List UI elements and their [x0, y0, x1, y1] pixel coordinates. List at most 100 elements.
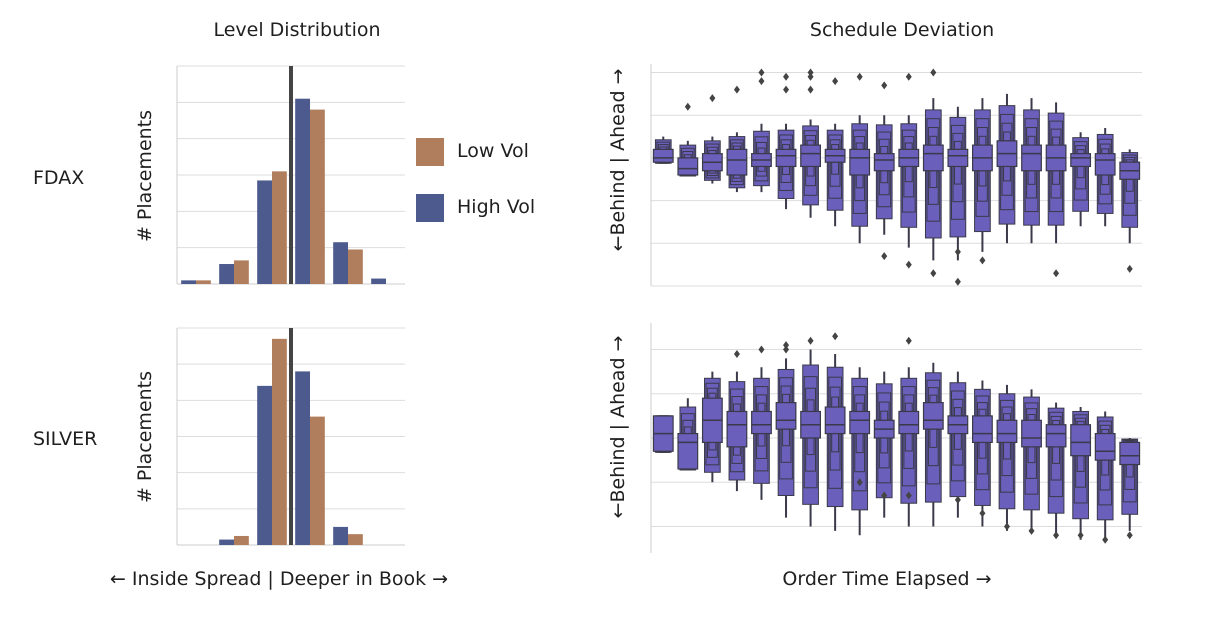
box-outlier-19-0: [1126, 264, 1133, 273]
bar-low-1: [234, 535, 249, 545]
bar-high-0: [181, 280, 196, 284]
box-upper-level-3: [732, 403, 741, 412]
box-main-16: [1045, 424, 1067, 448]
box-outlier-14-0: [1003, 522, 1010, 531]
box-main-14: [996, 419, 1018, 444]
box-main-0: [652, 148, 674, 163]
box-outlier-6-1: [807, 72, 814, 81]
box-upper-level-6: [806, 139, 815, 146]
box-outlier-8-0: [856, 72, 863, 81]
box-lower-level-17: [1076, 165, 1085, 179]
box-lower-level-19: [1125, 178, 1134, 192]
box-lower-level-17: [1076, 455, 1085, 472]
box-main-6: [800, 144, 821, 168]
box-outlier-11-0: [930, 68, 937, 77]
bar-high-2: [257, 385, 272, 545]
box-outlier-13-0: [979, 509, 986, 518]
box-lower-level-10: [904, 433, 913, 452]
box-outlier-17-0: [1077, 531, 1084, 540]
box-outlier-3-0: [733, 85, 740, 94]
box-lower-level-5: [782, 428, 790, 447]
box-main-8: [849, 410, 871, 435]
box-outlier-11-1: [930, 269, 937, 278]
box-outlier-4-1: [758, 77, 765, 86]
box-x-label: Order Time Elapsed →: [782, 568, 992, 590]
bar-high-1: [219, 539, 234, 545]
box-outlier-4-0: [758, 345, 765, 354]
row-label-fdax: FDAX: [33, 167, 85, 189]
box-upper-level-4: [757, 147, 766, 155]
box-outlier-10-0: [905, 72, 912, 81]
bar-low-2: [272, 338, 287, 545]
box-upper-level-6: [806, 399, 815, 412]
box-outlier-9-0: [881, 491, 888, 500]
box-lower-level-14: [1003, 441, 1011, 460]
box-upper-level-12: [953, 140, 962, 150]
legend-swatch-high: [416, 194, 444, 222]
bar-low-4: [348, 534, 363, 545]
box-main-5: [775, 402, 797, 430]
box-outlier-5-0: [783, 72, 790, 81]
box-lower-level-11: [929, 428, 938, 448]
box-lower-level-13: [978, 441, 987, 459]
box-lower-level-19: [1125, 464, 1134, 478]
box-lower-level-9: [880, 170, 889, 184]
box-main-1: [677, 432, 699, 470]
box-outlier-7-0: [832, 332, 839, 341]
legend-label-high: High Vol: [457, 196, 536, 218]
bar-low-4: [348, 249, 363, 284]
box-upper-level-11: [929, 135, 938, 146]
box-upper-level-14: [1003, 131, 1011, 142]
box-lower-level-3: [732, 446, 741, 456]
box-outlier-1-0: [684, 102, 691, 111]
box-main-10: [898, 410, 920, 435]
box-upper-level-9: [880, 410, 889, 421]
box-main-18: [1094, 432, 1116, 461]
box-upper-level-7: [831, 396, 840, 408]
box-main-15: [1021, 419, 1042, 448]
box-outlier-12-1: [954, 277, 961, 286]
box-upper-level-13: [978, 135, 987, 146]
box-outlier-7-0: [832, 77, 839, 86]
bar-low-0: [196, 280, 211, 284]
box-main-1: [677, 157, 699, 176]
box-upper-level-11: [929, 394, 938, 404]
box-lower-level-15: [1027, 170, 1036, 185]
box-main-3: [726, 410, 748, 448]
box-outlier-6-0: [807, 68, 814, 77]
box-outlier-9-0: [881, 81, 888, 90]
box-outlier-15-0: [1028, 526, 1035, 535]
box-outlier-2-0: [709, 94, 716, 103]
legend-swatch-low: [416, 138, 444, 166]
box-outlier-12-0: [954, 247, 961, 256]
bar-high-5: [371, 278, 386, 284]
box-main-12: [947, 148, 969, 168]
box-outlier-13-0: [979, 256, 986, 265]
bar-high-4: [333, 242, 348, 284]
box-lower-level-11: [929, 170, 938, 189]
box-outlier-16-0: [1053, 269, 1060, 278]
bar-low-3: [310, 109, 325, 284]
box-main-3: [726, 148, 748, 176]
box-main-17: [1070, 424, 1092, 457]
bar-low-2: [272, 171, 287, 284]
bar-high-3: [295, 98, 310, 284]
box-lower-level-4: [757, 165, 766, 172]
box-upper-level-8: [855, 402, 864, 412]
box-upper-level-16: [1052, 136, 1061, 146]
box-upper-level-17: [1076, 149, 1085, 155]
box-lower-level-4: [757, 433, 766, 447]
box-upper-level-18: [1101, 428, 1110, 435]
box-main-11: [922, 144, 944, 172]
box-upper-level-12: [953, 407, 962, 417]
box-main-5: [775, 148, 797, 168]
box-main-15: [1021, 144, 1042, 172]
box-outlier-4-0: [758, 68, 765, 77]
box-upper-level-8: [855, 142, 864, 150]
box-main-4: [751, 410, 772, 435]
bar-low-3: [310, 416, 325, 545]
box-upper-level-15: [1027, 414, 1036, 421]
box-outlier-12-0: [954, 495, 961, 504]
box-outlier-16-0: [1053, 531, 1060, 540]
